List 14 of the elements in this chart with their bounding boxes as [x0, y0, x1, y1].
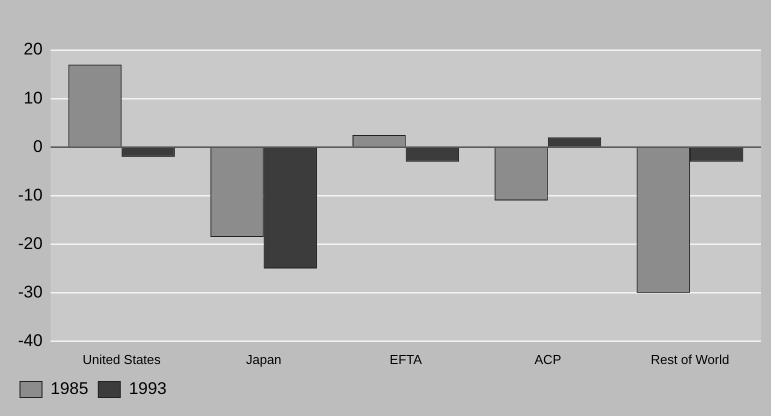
y-tick-label: -10: [18, 185, 43, 204]
y-tick-label: 20: [24, 40, 43, 59]
y-tick-label: 0: [33, 136, 43, 156]
x-tick-label: EFTA: [390, 352, 422, 367]
y-tick-label: 10: [24, 88, 43, 108]
x-tick-label: Rest of World: [650, 352, 730, 367]
x-tick-label: ACP: [534, 352, 562, 367]
x-tick-label: Japan: [246, 352, 282, 367]
legend-label: 1985: [50, 379, 88, 398]
y-tick-label: -40: [18, 331, 43, 350]
legend-label: 1993: [128, 379, 167, 398]
y-tick-label: -20: [18, 234, 43, 253]
x-tick-label: United States: [82, 352, 162, 367]
y-tick-label: -30: [18, 282, 43, 302]
